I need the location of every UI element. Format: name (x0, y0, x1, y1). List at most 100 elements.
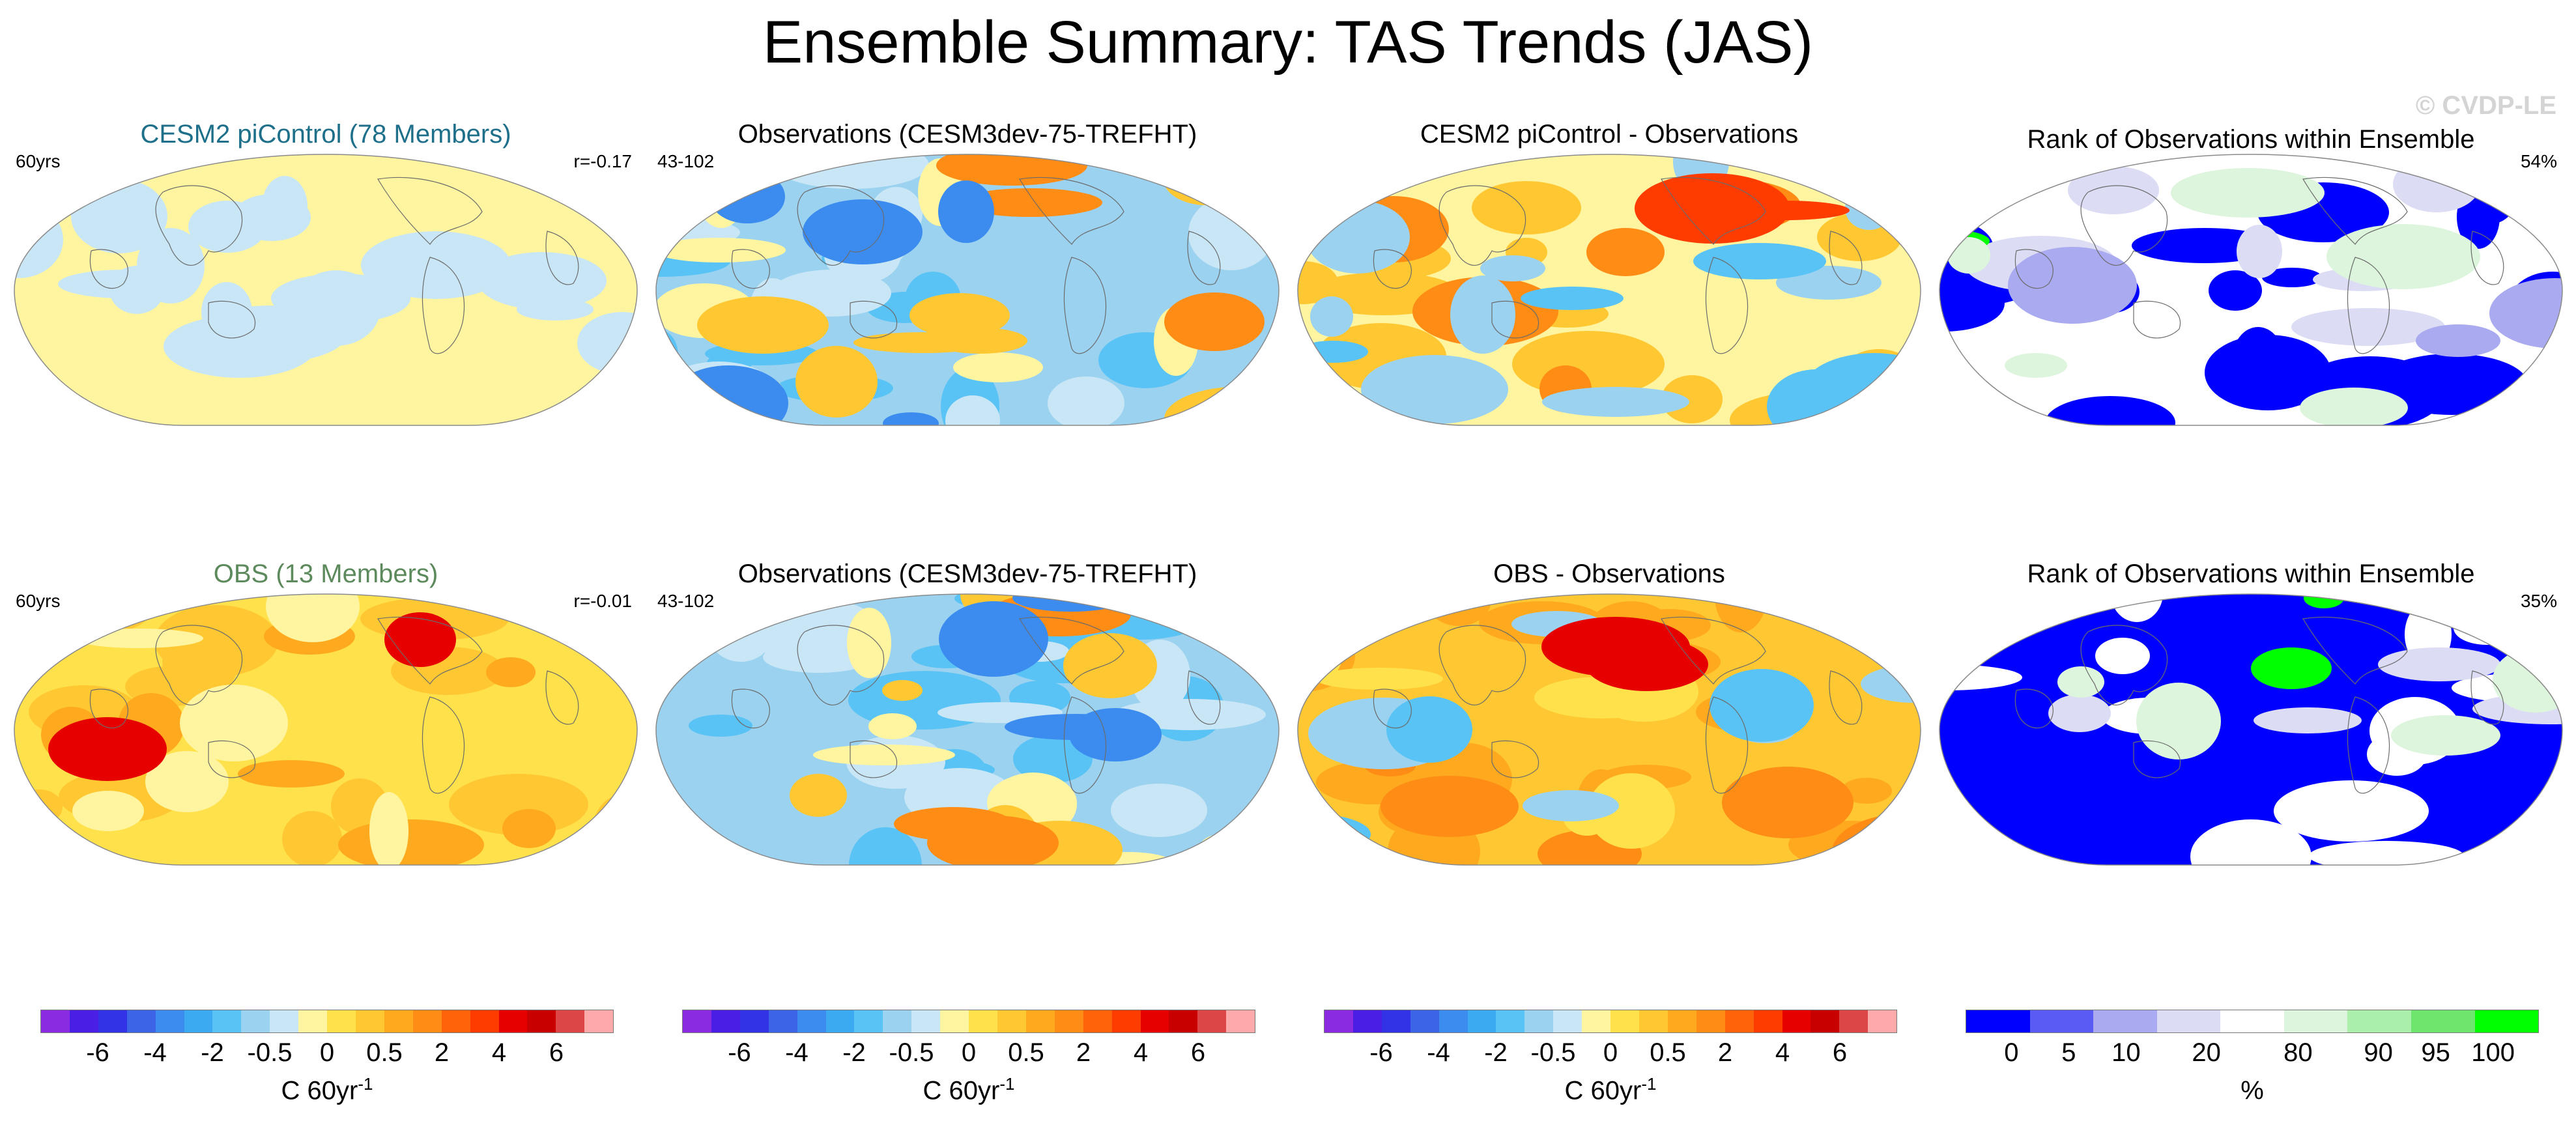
panel-title: Observations (CESM3dev-75-TREFHT) (737, 560, 1197, 588)
colorbar-swatch (355, 1010, 384, 1032)
colorbar-swatch (1582, 1010, 1611, 1032)
colorbar-swatch (441, 1010, 470, 1032)
colorbar-swatch (1054, 1010, 1083, 1032)
colorbar: 0 5 10 20 80 90 95 100% (1966, 1010, 2539, 1105)
colorbar-tick-label: 0.5 (1008, 1038, 1044, 1067)
map-panel: Rank of Observations within Ensemble 35% (1938, 557, 2564, 935)
colorbar-swatch (797, 1010, 826, 1032)
colorbar-unit-text: C 60yr (281, 1076, 358, 1105)
colorbar-unit-exponent: -1 (999, 1074, 1015, 1094)
colorbar-unit-text: % (2240, 1076, 2264, 1105)
map-panel: Observations (CESM3dev-75-TREFHT) 43-102 (655, 557, 1280, 935)
colorbar-tick-label: -6 (1369, 1038, 1393, 1067)
colorbar-swatch (2029, 1010, 2094, 1032)
colorbar-swatch (584, 1010, 614, 1032)
colorbar-ticks: 0 5 10 20 80 90 95 100 (1966, 1033, 2539, 1070)
colorbar-tick-label: 10 (2111, 1038, 2141, 1067)
colorbar-swatch (1753, 1010, 1782, 1032)
colorbar-scale (1966, 1010, 2539, 1033)
colorbar: -6 -4 -2 -0.5 0 0.5 2 4 6 C 60yr-1 (40, 1010, 614, 1105)
colorbar-tick-label: 95 (2421, 1038, 2450, 1067)
globe-map (1939, 154, 2563, 426)
colorbar-swatch (126, 1010, 156, 1032)
colorbar-swatch (1467, 1010, 1496, 1032)
colorbar-swatch (2411, 1010, 2475, 1032)
colorbar-unit-label: C 60yr-1 (40, 1070, 614, 1105)
panel-stat-label: 54% (2520, 151, 2557, 171)
colorbar-swatch (911, 1010, 941, 1032)
colorbar-tick-label: -6 (86, 1038, 109, 1067)
colorbar-tick-label: -0.5 (247, 1038, 293, 1067)
map-panel: Rank of Observations within Ensemble 54% (1938, 117, 2564, 495)
colorbar-tick-label: 4 (1775, 1038, 1790, 1067)
colorbar-tick-label: -2 (201, 1038, 224, 1067)
colorbar-swatch (1352, 1010, 1382, 1032)
map-panel: CESM2 piControl - Observations (1296, 117, 1922, 495)
colorbar-tick-label: 6 (1190, 1038, 1206, 1067)
colorbar-tick-label: 6 (1832, 1038, 1848, 1067)
colorbar-swatch (1810, 1010, 1840, 1032)
colorbar-unit-text: C 60yr (1564, 1076, 1642, 1105)
globe-map (14, 593, 638, 866)
map-panel: CESM2 piControl (78 Members) 60yrs r=-0.17 (13, 117, 638, 495)
colorbar-swatch (1524, 1010, 1554, 1032)
colorbar-tick-label: -6 (728, 1038, 751, 1067)
panel-stat-label: 35% (2520, 591, 2557, 611)
colorbar-swatch (212, 1010, 242, 1032)
colorbar-swatch (969, 1010, 997, 1032)
globe-map (14, 154, 638, 426)
colorbar-swatch (527, 1010, 556, 1032)
colorbar-swatch (1868, 1010, 1897, 1032)
globe-map (1939, 593, 2563, 866)
colorbar-swatch (997, 1010, 1026, 1032)
colorbar-swatch (1496, 1010, 1525, 1032)
colorbar-swatch (1782, 1010, 1811, 1032)
panel-period-label: 60yrs (16, 151, 61, 171)
colorbar-tick-label: 4 (491, 1038, 507, 1067)
colorbar-swatch (2347, 1010, 2411, 1032)
colorbar-swatch (1381, 1010, 1410, 1032)
colorbar-swatch (2093, 1010, 2157, 1032)
colorbar-swatch (739, 1010, 769, 1032)
colorbar-ticks: -6 -4 -2 -0.5 0 0.5 2 4 6 (1324, 1033, 1897, 1070)
colorbar-swatch (1025, 1010, 1055, 1032)
colorbar-scale (40, 1010, 614, 1033)
globe-map (1297, 593, 1921, 866)
colorbar-swatch (1639, 1010, 1668, 1032)
panel-title: Rank of Observations within Ensemble (2027, 560, 2475, 588)
colorbar-swatch (384, 1010, 413, 1032)
colorbar-swatch (1724, 1010, 1754, 1032)
panel-title: CESM2 piControl (78 Members) (140, 120, 511, 149)
main-title: Ensemble Summary: TAS Trends (JAS) (762, 9, 1814, 76)
colorbar-tick-label: 100 (2471, 1038, 2515, 1067)
colorbar-tick-label: 0.5 (366, 1038, 403, 1067)
colorbar-swatch (1610, 1010, 1639, 1032)
colorbar-swatch (1111, 1010, 1141, 1032)
colorbar-tick-label: -2 (1484, 1038, 1508, 1067)
colorbar: -6 -4 -2 -0.5 0 0.5 2 4 6 C 60yr-1 (1324, 1010, 1897, 1105)
colorbar-swatch (1140, 1010, 1169, 1032)
colorbar-swatch (1226, 1010, 1255, 1032)
colorbar-swatch (825, 1010, 855, 1032)
colorbar-swatch (498, 1010, 528, 1032)
map-panel: Observations (CESM3dev-75-TREFHT) 43-102 (655, 117, 1280, 495)
panel-stat-label: r=-0.17 (573, 151, 633, 171)
colorbar-swatch (298, 1010, 328, 1032)
colorbar-swatch (2220, 1010, 2284, 1032)
colorbar-unit-label: C 60yr-1 (1324, 1070, 1897, 1105)
colorbar-scale (682, 1010, 1255, 1033)
colorbar-tick-label: 4 (1133, 1038, 1149, 1067)
colorbar-swatch (2156, 1010, 2221, 1032)
colorbar-swatch (155, 1010, 184, 1032)
colorbar-tick-label: 90 (2364, 1038, 2393, 1067)
colorbar-swatch (412, 1010, 442, 1032)
colorbar-unit-exponent: -1 (1641, 1074, 1657, 1094)
colorbar-tick-label: 6 (549, 1038, 564, 1067)
colorbar-unit-exponent: -1 (358, 1074, 373, 1094)
colorbar-swatch (1667, 1010, 1696, 1032)
panel-title: CESM2 piControl - Observations (1420, 120, 1799, 149)
watermark: © CVDP-LE (2415, 91, 2556, 120)
colorbar-ticks: -6 -4 -2 -0.5 0 0.5 2 4 6 (40, 1033, 614, 1070)
colorbar-swatch (2283, 1010, 2348, 1032)
colorbar-tick-label: 0 (961, 1038, 977, 1067)
